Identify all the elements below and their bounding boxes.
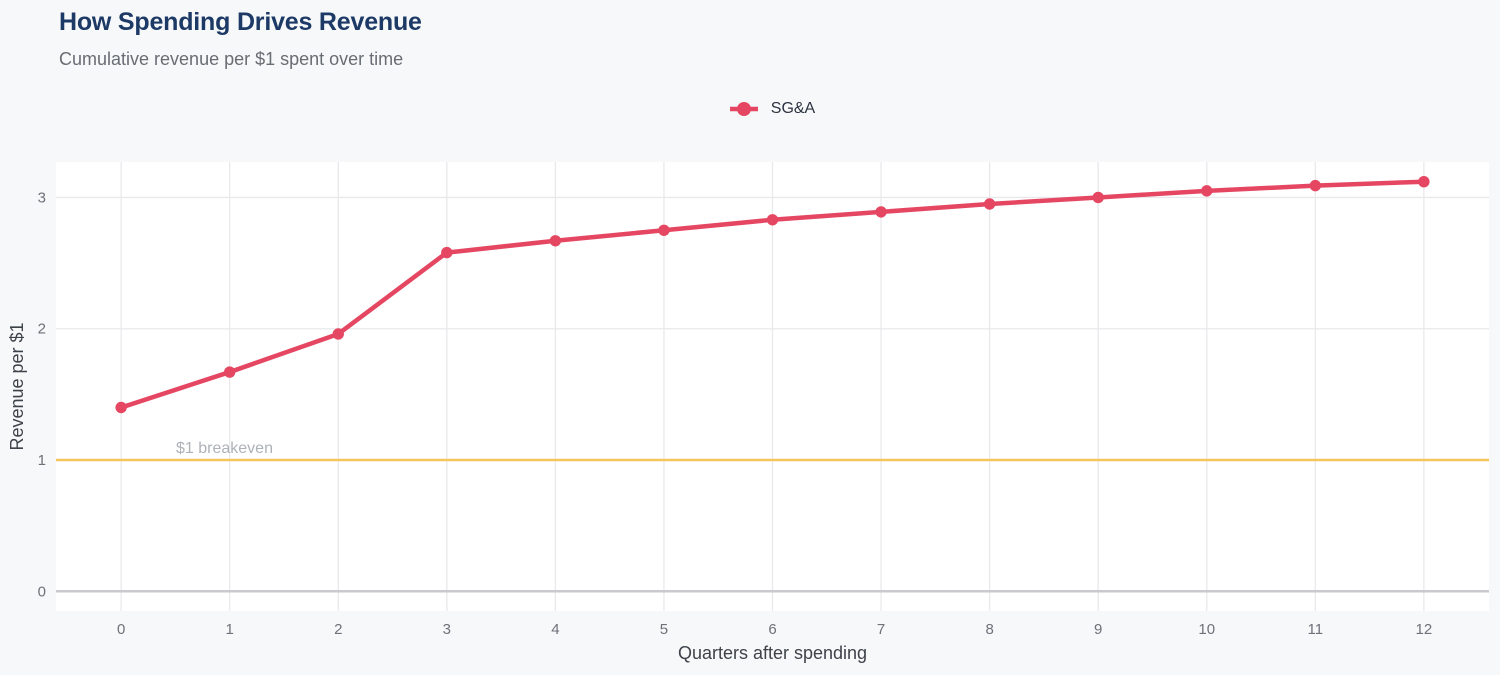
x-tick-label: 10 [1198,621,1215,638]
legend: SG&A [56,97,1489,121]
y-tick-label: 2 [38,321,46,338]
data-point[interactable] [332,328,344,340]
x-tick-label: 6 [768,621,776,638]
y-axis-title: Revenue per $1 [7,322,27,450]
breakeven-label: $1 breakeven [176,440,273,457]
x-tick-label: 1 [226,621,234,638]
data-point[interactable] [1309,179,1322,192]
data-point[interactable] [1092,191,1104,204]
x-tick-label: 5 [660,621,668,638]
page-title: How Spending Drives Revenue [59,8,422,36]
data-point[interactable] [441,246,453,259]
x-tick-label: 0 [117,621,125,638]
data-point[interactable] [658,224,670,236]
x-tick-label: 7 [877,621,885,638]
x-tick-label: 11 [1308,621,1324,638]
x-tick-label: 3 [443,621,451,638]
legend-item-sga[interactable]: SG&A [729,100,816,118]
data-point[interactable] [1418,175,1430,188]
x-tick-label: 2 [334,621,342,638]
legend-item-label: SG&A [770,100,816,117]
page-subtitle: Cumulative revenue per $1 spent over tim… [59,49,404,69]
data-point[interactable] [549,235,562,247]
x-tick-label: 9 [1094,621,1102,638]
data-point[interactable] [766,214,779,226]
data-point[interactable] [875,206,887,218]
y-tick-label: 3 [38,189,46,206]
y-tick-label: 0 [38,583,46,600]
data-point[interactable] [983,198,996,210]
x-tick-label: 4 [551,621,559,638]
x-tick-label: 12 [1416,621,1433,638]
data-point[interactable] [223,366,236,378]
x-axis-title: Quarters after spending [678,643,867,663]
data-point[interactable] [1201,185,1213,197]
data-point[interactable] [115,401,127,414]
legend-marker-icon [729,102,758,116]
chart-header: How Spending Drives Revenue Cumulative r… [59,8,422,70]
y-tick-label: 1 [38,452,46,469]
x-tick-label: 8 [985,621,993,638]
